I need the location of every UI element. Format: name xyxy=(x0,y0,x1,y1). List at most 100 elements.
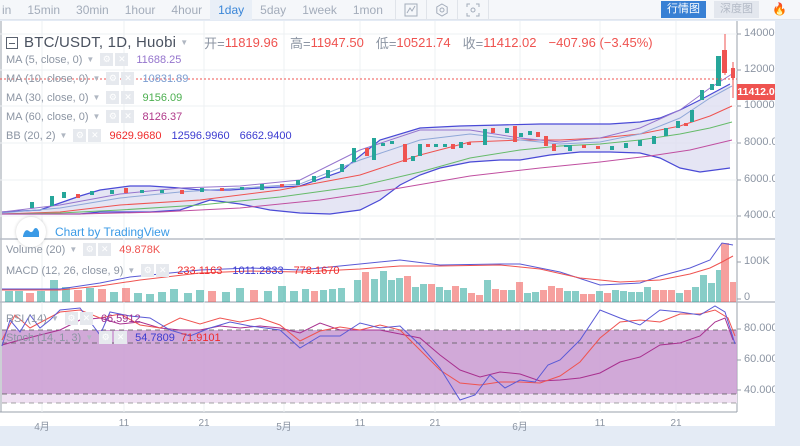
gear-icon[interactable]: ⚙ xyxy=(83,243,97,256)
osc-axis-label: 60.0000 xyxy=(744,353,784,365)
legend-ma10-label[interactable]: MA (10, close, 0) xyxy=(6,72,89,85)
close-icon[interactable]: ✕ xyxy=(121,110,135,123)
chevron-down-icon[interactable]: ▼ xyxy=(92,112,101,121)
gear-icon[interactable]: ⚙ xyxy=(106,72,120,85)
time-axis-label: 11 xyxy=(118,418,130,429)
price-axis-label: 8000.00 xyxy=(744,136,784,148)
high-label: 高= xyxy=(289,36,311,51)
last-price-tag: 11412.02 xyxy=(737,84,781,100)
chevron-down-icon[interactable]: ▼ xyxy=(86,55,95,64)
open-label: 开= xyxy=(204,36,225,51)
gear-icon[interactable]: ⚙ xyxy=(99,331,113,344)
close-icon[interactable]: ✕ xyxy=(98,243,112,256)
timeframe-1mon[interactable]: 1mon xyxy=(352,2,383,17)
time-axis-label: 21 xyxy=(429,418,441,429)
timeframe-4hour[interactable]: 4hour xyxy=(171,2,203,17)
volume-axis-label: 0 xyxy=(744,291,751,303)
chevron-down-icon[interactable]: ▼ xyxy=(69,245,78,254)
legend-rsi: RSI (14) ▼ ⚙ ✕ 66.5912 xyxy=(6,312,141,325)
close-icon[interactable]: ✕ xyxy=(156,264,170,277)
chevron-down-icon[interactable]: ▼ xyxy=(85,333,94,342)
change-value: −407.96 (−3.45%) xyxy=(548,35,653,50)
collapse-icon[interactable] xyxy=(6,36,18,49)
legend-volume-label[interactable]: Volume (20) xyxy=(6,243,66,256)
ma5-value: 11688.25 xyxy=(136,53,182,66)
time-axis-label: 11 xyxy=(594,418,606,429)
chevron-down-icon[interactable]: ▼ xyxy=(127,266,136,275)
close-value: 11412.02 xyxy=(483,35,537,50)
bb-basis-value: 9629.9680 xyxy=(109,129,162,142)
gear-icon[interactable]: ⚙ xyxy=(64,312,78,325)
gear-icon[interactable]: ⚙ xyxy=(100,53,114,66)
timeframe-1day[interactable]: 1day xyxy=(210,0,253,20)
chevron-down-icon[interactable]: ▼ xyxy=(92,74,101,83)
open-value: 11819.96 xyxy=(224,35,278,50)
settings-icon[interactable] xyxy=(431,0,453,20)
volume-axis-label: 100K xyxy=(744,255,770,267)
close-icon[interactable]: ✕ xyxy=(79,312,93,325)
chevron-down-icon[interactable]: ▼ xyxy=(50,314,59,323)
timeframe-1week[interactable]: 1week xyxy=(302,2,337,17)
toolbar-divider xyxy=(456,0,458,20)
toolbar-divider xyxy=(425,0,427,20)
time-axis-label: 4月 xyxy=(34,422,50,433)
right-sidebar-strip xyxy=(775,21,800,446)
stoch-k-value: 54.7809 xyxy=(135,331,175,344)
timeframe-30min[interactable]: 30min xyxy=(76,2,109,17)
timeframe-1min[interactable]: in xyxy=(2,2,12,17)
macd-histogram-value: 233.1163 xyxy=(177,264,223,277)
ma60-value: 8126.37 xyxy=(142,110,183,123)
screenshot-icon[interactable] xyxy=(462,0,484,20)
close-icon[interactable]: ✕ xyxy=(121,72,135,85)
macd-signal-value: 778.1670 xyxy=(293,264,340,277)
legend-ma10: MA (10, close, 0) ▼ ⚙ ✕ 10831.89 xyxy=(6,72,188,85)
legend-ma5: MA (5, close, 0) ▼ ⚙ ✕ 11688.25 xyxy=(6,53,181,66)
legend-ma5-label[interactable]: MA (5, close, 0) xyxy=(6,53,83,66)
gear-icon[interactable]: ⚙ xyxy=(73,129,87,142)
symbol-header: BTC/USDT, 1D, Huobi ▼ 开= 11819.96 高= 11947… xyxy=(6,33,653,52)
gear-icon[interactable]: ⚙ xyxy=(141,264,155,277)
timeframe-1hour[interactable]: 1hour xyxy=(124,2,156,17)
low-label: 低= xyxy=(375,36,397,51)
tab-depth-chart[interactable]: 深度图 xyxy=(714,1,759,18)
close-label: 收= xyxy=(462,36,484,51)
osc-axis-label: 40.0000 xyxy=(744,384,784,396)
legend-stoch: Stoch (14, 1, 3) ▼ ⚙ ✕ 54.7809 71.9101 xyxy=(6,331,221,344)
gear-icon[interactable]: ⚙ xyxy=(106,110,120,123)
legend-rsi-label[interactable]: RSI (14) xyxy=(6,312,47,325)
legend-macd: MACD (12, 26, close, 9) ▼ ⚙ ✕ 233.1163 101… xyxy=(6,264,339,277)
candles xyxy=(30,34,735,208)
symbol-label[interactable]: BTC/USDT, 1D, Huobi xyxy=(24,34,177,51)
tradingview-logo-icon[interactable] xyxy=(16,217,46,247)
close-icon[interactable]: ✕ xyxy=(88,129,102,142)
chart-canvas[interactable]: BTC/USDT, 1D, Huobi ▼ 开= 11819.96 高= 11947… xyxy=(0,21,790,426)
legend-ma60-label[interactable]: MA (60, close, 0) xyxy=(6,110,89,123)
ma10-value: 10831.89 xyxy=(142,72,189,85)
legend-macd-label[interactable]: MACD (12, 26, close, 9) xyxy=(6,264,124,277)
bb-upper-value: 12596.9960 xyxy=(171,129,230,142)
close-icon[interactable]: ✕ xyxy=(114,331,128,344)
legend-volume: Volume (20) ▼ ⚙ ✕ 49.878K xyxy=(6,243,160,256)
gear-icon[interactable]: ⚙ xyxy=(106,91,120,104)
timeframe-toolbar: in 15min 30min 1hour 4hour 1day 5day 1we… xyxy=(0,0,800,20)
close-icon[interactable]: ✕ xyxy=(115,53,129,66)
indicator-icon[interactable] xyxy=(400,0,422,20)
legend-stoch-label[interactable]: Stoch (14, 1, 3) xyxy=(6,331,82,344)
timeframe-5day[interactable]: 5day xyxy=(260,2,287,17)
low-value: 10521.74 xyxy=(396,35,451,50)
time-axis-label: 21 xyxy=(670,418,682,429)
legend-ma30-label[interactable]: MA (30, close, 0) xyxy=(6,91,89,104)
chevron-down-icon[interactable]: ▼ xyxy=(92,93,101,102)
chevron-down-icon[interactable]: ▼ xyxy=(59,131,68,140)
tradingview-watermark[interactable]: Chart by TradingView xyxy=(55,225,170,239)
close-icon[interactable]: ✕ xyxy=(121,91,135,104)
chevron-down-icon[interactable]: ▼ xyxy=(180,38,189,47)
timeframe-15min[interactable]: 15min xyxy=(27,2,61,17)
volume-value: 49.878K xyxy=(119,243,161,256)
legend-ma30: MA (30, close, 0) ▼ ⚙ ✕ 9156.09 xyxy=(6,91,182,104)
tab-price-chart[interactable]: 行情图 xyxy=(661,1,706,18)
legend-bb-label[interactable]: BB (20, 2) xyxy=(6,129,56,142)
stoch-d-value: 71.9101 xyxy=(180,331,221,344)
flame-icon: 🔥 xyxy=(772,2,787,16)
